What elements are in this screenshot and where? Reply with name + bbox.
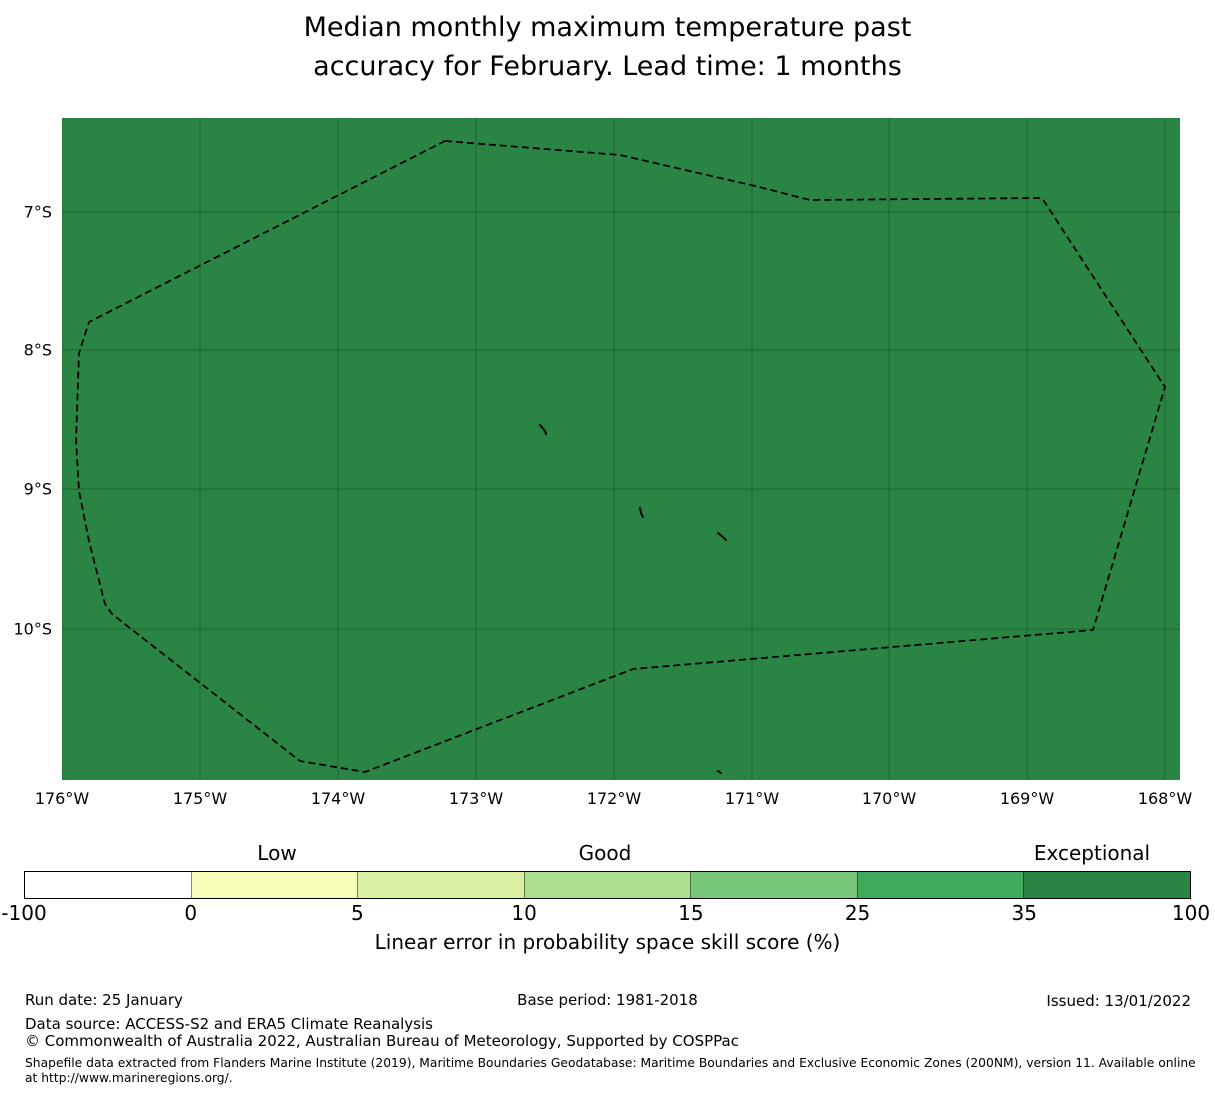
colorbar-tick-label: -100 bbox=[1, 901, 47, 925]
x-tick-label: 169°W bbox=[999, 789, 1055, 808]
colorbar-category-label: Exceptional bbox=[1033, 841, 1151, 865]
x-tick-label: 171°W bbox=[724, 789, 780, 808]
colorbar-tick-label: 0 bbox=[184, 901, 198, 925]
island-mark bbox=[639, 507, 644, 518]
colorbar-segment bbox=[25, 872, 191, 898]
y-tick-label: 7°S bbox=[23, 202, 52, 222]
footer-copyright: © Commonwealth of Australia 2022, Austra… bbox=[25, 1032, 739, 1050]
colorbar-axis-label: Linear error in probability space skill … bbox=[374, 930, 841, 954]
map-svg bbox=[62, 118, 1180, 780]
colorbar-tick-label: 5 bbox=[351, 901, 364, 925]
footer-data-source: Data source: ACCESS-S2 and ERA5 Climate … bbox=[25, 1015, 433, 1033]
colorbar-tick-label: 15 bbox=[678, 901, 704, 925]
footer-shapefile-note: Shapefile data extracted from Flanders M… bbox=[25, 1056, 1196, 1085]
island-mark bbox=[539, 424, 547, 435]
colorbar-segment bbox=[190, 872, 358, 898]
island-mark bbox=[717, 532, 727, 541]
colorbar-tick-label: 10 bbox=[511, 901, 537, 925]
colorbar-category-label: Good bbox=[578, 841, 632, 865]
y-tick-label: 9°S bbox=[23, 479, 52, 499]
colorbar bbox=[24, 871, 1191, 899]
eez-boundary bbox=[75, 140, 1166, 773]
island-mark bbox=[717, 770, 722, 774]
colorbar-tick-label: 35 bbox=[1011, 901, 1038, 925]
x-tick-label: 176°W bbox=[34, 789, 90, 808]
colorbar-category-label: Low bbox=[257, 841, 297, 865]
figure-title-line2: accuracy for February. Lead time: 1 mont… bbox=[313, 51, 902, 82]
colorbar-segment bbox=[523, 872, 691, 898]
figure-title-line1: Median monthly maximum temperature past bbox=[303, 12, 912, 43]
colorbar-segment bbox=[690, 872, 857, 898]
figure-title: Median monthly maximum temperature past … bbox=[0, 8, 1215, 86]
y-tick-label: 10°S bbox=[13, 619, 52, 639]
y-tick-label: 8°S bbox=[23, 340, 52, 360]
x-tick-label: 174°W bbox=[310, 789, 366, 808]
x-tick-label: 173°W bbox=[448, 789, 504, 808]
map-plot bbox=[62, 118, 1180, 780]
colorbar-tick-label: 25 bbox=[844, 901, 871, 925]
colorbar-tick-label: 100 bbox=[1171, 901, 1211, 925]
x-tick-label: 168°W bbox=[1137, 789, 1193, 808]
footer-base-period: Base period: 1981-2018 bbox=[517, 991, 698, 1009]
colorbar-segment bbox=[856, 872, 1024, 898]
footer-run-date: Run date: 25 January bbox=[25, 991, 183, 1009]
colorbar-segment bbox=[357, 872, 524, 898]
colorbar-segment bbox=[1023, 872, 1191, 898]
footer-issued-date: Issued: 13/01/2022 bbox=[1046, 992, 1191, 1010]
x-tick-label: 175°W bbox=[172, 789, 228, 808]
x-tick-label: 170°W bbox=[861, 789, 917, 808]
x-tick-label: 172°W bbox=[586, 789, 642, 808]
